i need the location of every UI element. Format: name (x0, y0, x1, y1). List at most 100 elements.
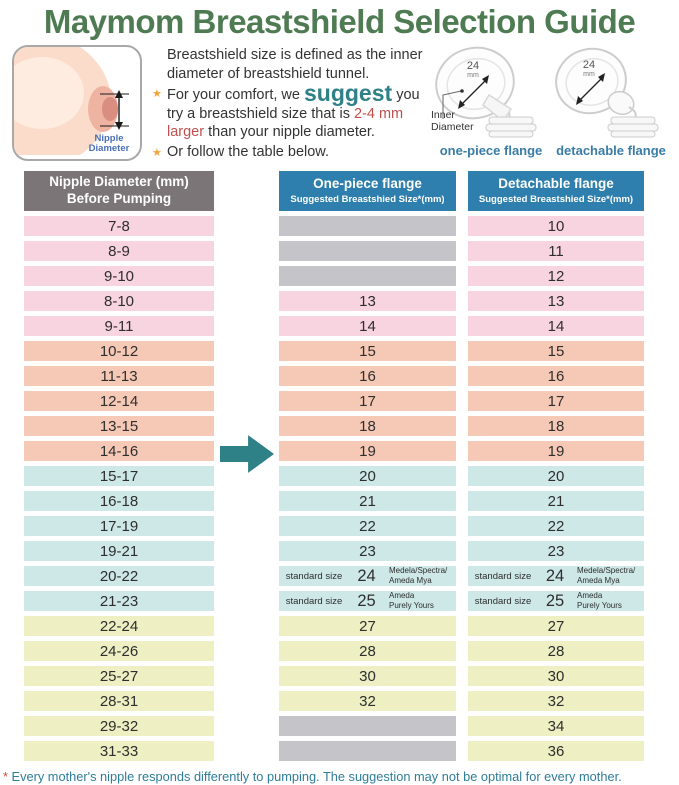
nipple-range-cell: 20-22 (24, 566, 214, 586)
detachable-flange-icon: 24 mm (555, 47, 659, 138)
one-piece-size-cell (279, 266, 456, 286)
one-piece-flange-icon: 24 mm (435, 46, 537, 138)
one-piece-size-cell: 14 (279, 316, 456, 336)
detachable-size-cell: 21 (468, 491, 644, 511)
definition-text: Breastshield size is defined as the inne… (167, 47, 423, 82)
nipple-range-cell: 8-9 (24, 241, 214, 261)
detachable-size-cell: standard size 24 Medela/Spectra/Ameda Mya (468, 566, 644, 586)
brand-note: Medela/Spectra/Ameda Mya (388, 566, 448, 585)
one-piece-size-cell: 21 (279, 491, 456, 511)
table-row: 13-15 18 18 (24, 416, 644, 436)
nipple-range-cell: 16-18 (24, 491, 214, 511)
one-piece-size-cell: 30 (279, 666, 456, 686)
nipple-range-cell: 14-16 (24, 441, 214, 461)
one-piece-size-cell: standard size 24 Medela/Spectra/Ameda Mya (279, 566, 456, 586)
table-row: 8-9 11 (24, 241, 644, 261)
nipple-range-cell: 15-17 (24, 466, 214, 486)
detachable-size-cell: 11 (468, 241, 644, 261)
standard-size-tag: standard size (285, 595, 343, 607)
one-piece-size-cell: 13 (279, 291, 456, 311)
table-row: 20-22 standard size 24 Medela/Spectra/Ameda… (24, 566, 644, 586)
nipple-range-cell: 29-32 (24, 716, 214, 736)
detachable-size-cell: 28 (468, 641, 644, 661)
flange-illustrations: 24 mm Inner Diameter one-piece flange (431, 45, 671, 158)
size-value: 24 (357, 566, 376, 585)
bullet-comfort: ★ For your comfort, we suggest you try a… (152, 82, 429, 142)
detachable-size-cell: standard size 25 Ameda Purely Yours (468, 591, 644, 611)
table-row: 9-10 12 (24, 266, 644, 286)
table-row: 25-27 30 30 (24, 666, 644, 686)
svg-text:24: 24 (467, 60, 479, 72)
one-piece-size-cell: 28 (279, 641, 456, 661)
one-piece-size-cell: 17 (279, 391, 456, 411)
nipple-range-cell: 8-10 (24, 291, 214, 311)
detachable-size-cell: 16 (468, 366, 644, 386)
nipple-diagram: Nipple Diameter (12, 45, 142, 161)
detachable-flange-label: detachable flange (556, 143, 666, 158)
table-row: 9-11 14 14 (24, 316, 644, 336)
standard-size-tag: standard size (474, 570, 532, 582)
nipple-range-cell: 9-10 (24, 266, 214, 286)
svg-text:24: 24 (583, 59, 595, 71)
detachable-size-cell: 14 (468, 316, 644, 336)
size-value: 25 (357, 591, 376, 610)
nipple-range-cell: 9-11 (24, 316, 214, 336)
table-row: 21-23 standard size 25 Ameda Purely Yours sta… (24, 591, 644, 611)
header-nipple-diameter: Nipple Diameter (mm) Before Pumping (24, 171, 214, 211)
one-piece-size-cell: 32 (279, 691, 456, 711)
selection-table: Nipple Diameter (mm) Before Pumping One-… (24, 171, 644, 761)
detachable-size-cell: 27 (468, 616, 644, 636)
nipple-diameter-label: Nipple (94, 133, 123, 144)
detachable-size-cell: 17 (468, 391, 644, 411)
one-piece-size-cell (279, 241, 456, 261)
brand-note: Ameda Purely Yours (576, 591, 622, 610)
detachable-size-cell: 10 (468, 216, 644, 236)
one-piece-size-cell: 18 (279, 416, 456, 436)
table-row: 24-26 28 28 (24, 641, 644, 661)
one-piece-size-cell (279, 741, 456, 761)
header-one-piece: One-piece flange Suggested Breastshied S… (279, 171, 456, 211)
detachable-size-cell: 34 (468, 716, 644, 736)
nipple-range-cell: 10-12 (24, 341, 214, 361)
one-piece-size-cell: 22 (279, 516, 456, 536)
header-detachable: Detachable flange Suggested Breastshied … (468, 171, 644, 211)
page-title: Maymom Breastshield Selection Guide (43, 3, 636, 40)
nipple-range-cell: 21-23 (24, 591, 214, 611)
detachable-size-cell: 19 (468, 441, 644, 461)
footnote: * Every mother's nipple responds differe… (3, 769, 622, 784)
nipple-range-cell: 11-13 (24, 366, 214, 386)
breast-illustration: Nipple Diameter (14, 47, 130, 159)
nipple-range-cell: 24-26 (24, 641, 214, 661)
star-icon: ★ (152, 88, 162, 101)
detachable-size-cell: 12 (468, 266, 644, 286)
svg-text:Diameter: Diameter (89, 143, 130, 154)
detachable-size-cell: 18 (468, 416, 644, 436)
bullet-table: ★ Or follow the table below. (152, 143, 429, 162)
detachable-size-cell: 32 (468, 691, 644, 711)
table-row: 11-13 16 16 (24, 366, 644, 386)
nipple-range-cell: 12-14 (24, 391, 214, 411)
detachable-flange: 24 mm detachable flange (551, 45, 671, 158)
one-piece-size-cell: 27 (279, 616, 456, 636)
standard-size-tag: standard size (474, 595, 532, 607)
table-row: 12-14 17 17 (24, 391, 644, 411)
brand-note: Ameda Purely Yours (388, 591, 434, 610)
nipple-range-cell: 7-8 (24, 216, 214, 236)
table-body: 7-8 10 8-9 11 9-10 12 8-10 13 13 9-11 14 14 10-12 15 1… (24, 216, 644, 761)
nipple-range-cell: 31-33 (24, 741, 214, 761)
standard-size-tag: standard size (285, 570, 343, 582)
table-row: 8-10 13 13 (24, 291, 644, 311)
footnote-asterisk: * (3, 769, 8, 784)
size-value: 24 (545, 566, 565, 585)
one-piece-size-cell: 23 (279, 541, 456, 561)
detachable-size-cell: 23 (468, 541, 644, 561)
info-section: Nipple Diameter Breastshield size is def… (0, 43, 679, 167)
table-row: 19-21 23 23 (24, 541, 644, 561)
table-row: 16-18 21 21 (24, 491, 644, 511)
detachable-size-cell: 15 (468, 341, 644, 361)
one-piece-size-cell: 15 (279, 341, 456, 361)
size-emphasis: 2-4 mm larger (167, 105, 404, 141)
nipple-range-cell: 17-19 (24, 516, 214, 536)
one-piece-size-cell (279, 216, 456, 236)
suggest-highlight: suggest (303, 80, 393, 107)
